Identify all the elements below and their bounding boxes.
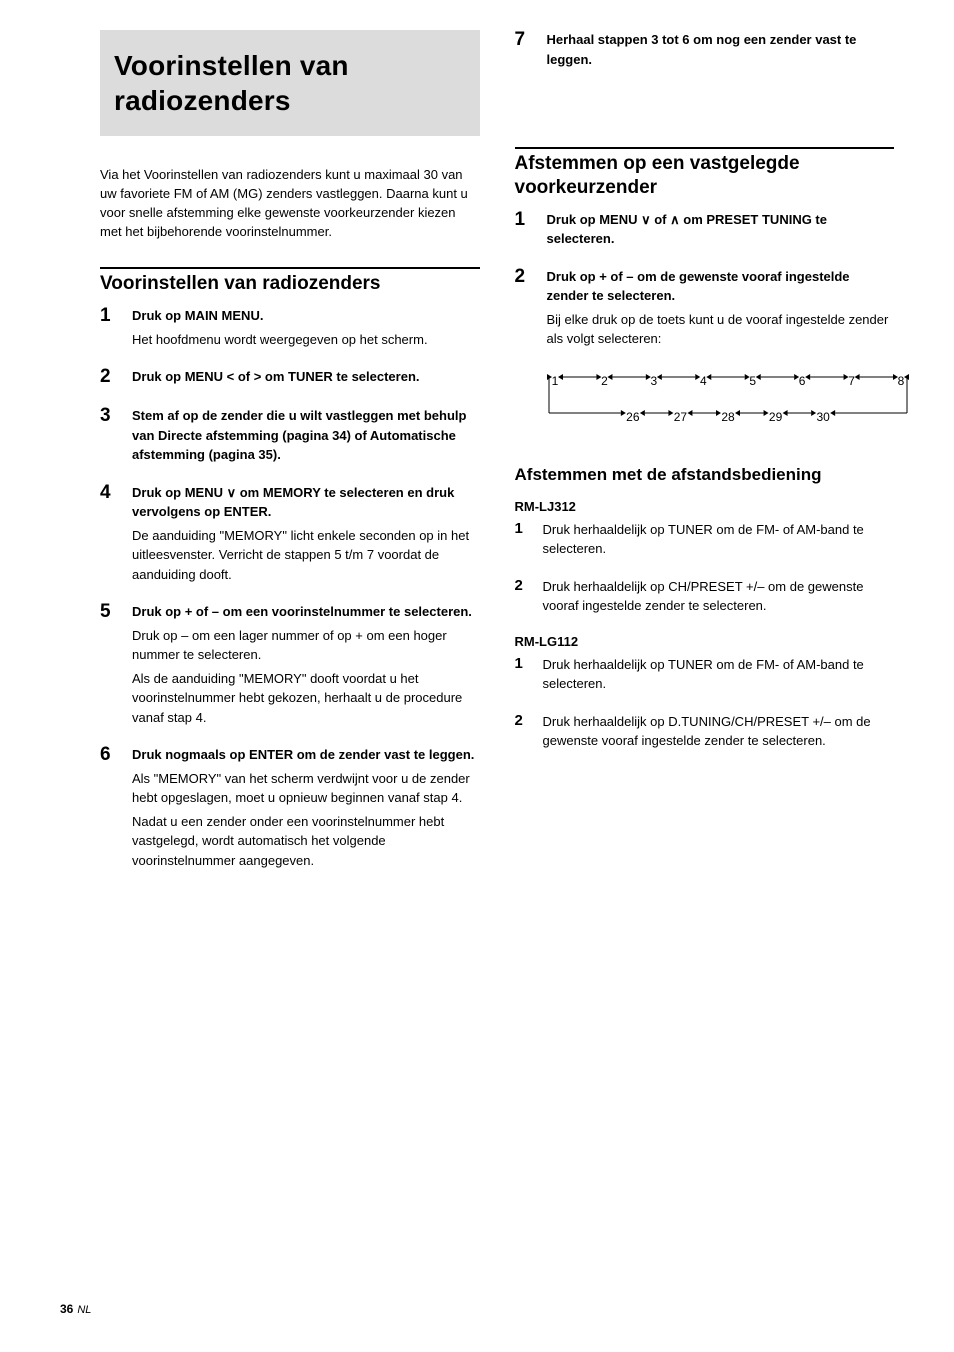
svg-text:30: 30 bbox=[816, 410, 830, 424]
svg-text:2: 2 bbox=[601, 374, 608, 388]
step-sub: Bij elke druk op de toets kunt u de voor… bbox=[547, 310, 895, 349]
step-main: Druk op MAIN MENU. bbox=[132, 306, 480, 326]
svg-text:7: 7 bbox=[848, 374, 855, 388]
page-footer: 36 NL bbox=[60, 1302, 91, 1316]
step-number: 2 bbox=[515, 577, 533, 616]
step-main: Druk herhaaldelijk op CH/PRESET +/– om d… bbox=[543, 577, 895, 616]
svg-text:29: 29 bbox=[768, 410, 782, 424]
step-main: Stem af op de zender die u wilt vastlegg… bbox=[132, 406, 480, 465]
remote-model-label: RM-LG112 bbox=[515, 634, 895, 649]
title-line-2: radiozenders bbox=[114, 85, 291, 116]
section-rule bbox=[100, 267, 480, 269]
step-sub: De aanduiding "MEMORY" licht enkele seco… bbox=[132, 526, 480, 585]
step-main: Druk op + of – om een voorinstelnummer t… bbox=[132, 602, 480, 622]
svg-text:6: 6 bbox=[798, 374, 805, 388]
step-body: Druk op MENU < of > om TUNER te selecter… bbox=[132, 367, 480, 388]
left-steps-continued: 7 Herhaal stappen 3 tot 6 om nog een zen… bbox=[515, 30, 895, 69]
svg-text:3: 3 bbox=[650, 374, 657, 388]
step-number: 7 bbox=[515, 30, 537, 69]
page-title-box: Voorinstellen van radiozenders bbox=[100, 30, 480, 136]
step-number: 2 bbox=[515, 267, 537, 349]
step-body: Druk op MAIN MENU. Het hoofdmenu wordt w… bbox=[132, 306, 480, 349]
step-sub: Als de aanduiding "MEMORY" dooft voordat… bbox=[132, 669, 480, 728]
step-main: Druk op MENU < of > om TUNER te selecter… bbox=[132, 367, 480, 387]
step-main: Herhaal stappen 3 tot 6 om nog een zende… bbox=[547, 30, 895, 69]
remote-g1-step-2: 2 Druk herhaaldelijk op CH/PRESET +/– om… bbox=[515, 577, 895, 616]
step-main: Druk herhaaldelijk op TUNER om de FM- of… bbox=[543, 655, 895, 694]
step-main: Druk herhaaldelijk op TUNER om de FM- of… bbox=[543, 520, 895, 559]
step-body: Druk op MENU ∨ of ∧ om PRESET TUNING te … bbox=[547, 210, 895, 249]
svg-text:1: 1 bbox=[551, 374, 558, 388]
page-title: Voorinstellen van radiozenders bbox=[114, 48, 466, 118]
step-body: Druk op MENU ∨ om MEMORY te selecteren e… bbox=[132, 483, 480, 585]
svg-text:8: 8 bbox=[897, 374, 904, 388]
section-heading-preset: Voorinstellen van radiozenders bbox=[100, 272, 480, 296]
step-body: Herhaal stappen 3 tot 6 om nog een zende… bbox=[547, 30, 895, 69]
left-step-6: 6 Druk nogmaals op ENTER om de zender va… bbox=[100, 745, 480, 870]
svg-text:4: 4 bbox=[699, 374, 706, 388]
left-step-7: 7 Herhaal stappen 3 tot 6 om nog een zen… bbox=[515, 30, 895, 69]
step-sub: Het hoofdmenu wordt weergegeven op het s… bbox=[132, 330, 480, 350]
right-a-step-1: 1 Druk op MENU ∨ of ∧ om PRESET TUNING t… bbox=[515, 210, 895, 249]
step-main: Druk op + of – om de gewenste vooraf ing… bbox=[547, 267, 895, 306]
step-main: Druk op MENU ∨ om MEMORY te selecteren e… bbox=[132, 483, 480, 522]
step-sub: Als "MEMORY" van het scherm verdwijnt vo… bbox=[132, 769, 480, 808]
right-steps-a: 1 Druk op MENU ∨ of ∧ om PRESET TUNING t… bbox=[515, 210, 895, 349]
step-number: 2 bbox=[100, 367, 122, 388]
right-a-step-2: 2 Druk op + of – om de gewenste vooraf i… bbox=[515, 267, 895, 349]
remote-model-label: RM-LJ312 bbox=[515, 499, 895, 514]
preset-cycle-diagram: 123456782627282930 bbox=[543, 367, 895, 442]
remote-g2-step-2: 2 Druk herhaaldelijk op D.TUNING/CH/PRES… bbox=[515, 712, 895, 751]
left-step-4: 4 Druk op MENU ∨ om MEMORY te selecteren… bbox=[100, 483, 480, 585]
step-body: Druk herhaaldelijk op TUNER om de FM- of… bbox=[543, 520, 895, 559]
step-body: Druk herhaaldelijk op CH/PRESET +/– om d… bbox=[543, 577, 895, 616]
intro-paragraph: Via het Voorinstellen van radiozenders k… bbox=[100, 166, 480, 241]
remote-g2-step-1: 1 Druk herhaaldelijk op TUNER om de FM- … bbox=[515, 655, 895, 694]
step-main: Druk op MENU ∨ of ∧ om PRESET TUNING te … bbox=[547, 210, 895, 249]
left-step-3: 3 Stem af op de zender die u wilt vastle… bbox=[100, 406, 480, 465]
step-number: 3 bbox=[100, 406, 122, 465]
step-body: Druk op + of – om de gewenste vooraf ing… bbox=[547, 267, 895, 349]
section-rule bbox=[515, 147, 895, 149]
page-suffix: NL bbox=[77, 1304, 91, 1316]
step-body: Stem af op de zender die u wilt vastlegg… bbox=[132, 406, 480, 465]
step-number: 4 bbox=[100, 483, 122, 585]
step-body: Druk op + of – om een voorinstelnummer t… bbox=[132, 602, 480, 727]
svg-text:28: 28 bbox=[721, 410, 735, 424]
step-number: 1 bbox=[515, 520, 533, 559]
step-body: Druk herhaaldelijk op TUNER om de FM- of… bbox=[543, 655, 895, 694]
step-number: 1 bbox=[515, 210, 537, 249]
step-number: 1 bbox=[100, 306, 122, 349]
step-main: Druk herhaaldelijk op D.TUNING/CH/PRESET… bbox=[543, 712, 895, 751]
remote-group1-steps: 1 Druk herhaaldelijk op TUNER om de FM- … bbox=[515, 520, 895, 616]
remote-g1-step-1: 1 Druk herhaaldelijk op TUNER om de FM- … bbox=[515, 520, 895, 559]
step-number: 1 bbox=[515, 655, 533, 694]
cycle-diagram-svg: 1 2 3 4 5 6 7 8 26 27 28 29 30 bbox=[543, 367, 913, 437]
left-step-2: 2 Druk op MENU < of > om TUNER te select… bbox=[100, 367, 480, 388]
svg-text:5: 5 bbox=[749, 374, 756, 388]
step-body: Druk herhaaldelijk op D.TUNING/CH/PRESET… bbox=[543, 712, 895, 751]
left-steps: 1 Druk op MAIN MENU. Het hoofdmenu wordt… bbox=[100, 306, 480, 870]
step-sub: Nadat u een zender onder een voorinsteln… bbox=[132, 812, 480, 871]
step-number: 6 bbox=[100, 745, 122, 870]
step-body: Druk nogmaals op ENTER om de zender vast… bbox=[132, 745, 480, 870]
svg-text:26: 26 bbox=[626, 410, 640, 424]
step-main: Druk nogmaals op ENTER om de zender vast… bbox=[132, 745, 480, 765]
section-heading-remote: Afstemmen met de afstandsbediening bbox=[515, 464, 895, 485]
left-step-5: 5 Druk op + of – om een voorinstelnummer… bbox=[100, 602, 480, 727]
section-heading-tune: Afstemmen op een vastgelegde voorkeurzen… bbox=[515, 152, 895, 200]
step-number: 2 bbox=[515, 712, 533, 751]
step-number: 5 bbox=[100, 602, 122, 727]
page-number: 36 bbox=[60, 1302, 73, 1316]
remote-group2-steps: 1 Druk herhaaldelijk op TUNER om de FM- … bbox=[515, 655, 895, 751]
title-line-1: Voorinstellen van bbox=[114, 50, 349, 81]
step-sub: Druk op – om een lager nummer of op + om… bbox=[132, 626, 480, 665]
left-step-1: 1 Druk op MAIN MENU. Het hoofdmenu wordt… bbox=[100, 306, 480, 349]
svg-text:27: 27 bbox=[673, 410, 687, 424]
